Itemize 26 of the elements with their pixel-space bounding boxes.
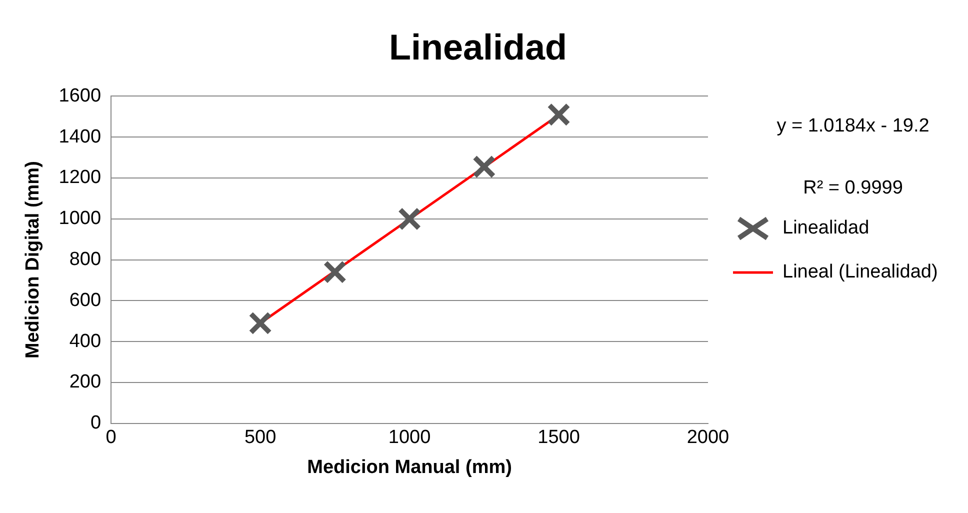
y-tick-label: 200 [69,372,102,393]
legend-label: Linealidad [782,218,870,239]
x-tick-label: 0 [106,427,116,448]
y-tick-label: 800 [69,249,102,270]
point [547,102,570,126]
x-tick-label: 1500 [538,427,580,448]
text: y = 1.0184x - 19.2 [776,115,930,136]
legend-label: Lineal (Linealidad) [782,262,938,283]
x-tick-label: 500 [244,427,276,448]
text: R² = 0.9999 [803,177,903,198]
point [323,260,347,284]
y-axis-title: Medicion Digital (mm) [22,161,44,359]
point [472,155,496,178]
point [248,312,272,335]
y-tick-label: 1200 [58,167,102,188]
chart-title: Linealidad [388,26,568,68]
x-tick-label: 2000 [686,427,730,448]
y-tick-label: 600 [69,290,102,311]
point [398,207,422,231]
x-tick-label: 1000 [388,427,431,448]
y-tick-label: 1600 [58,85,102,106]
y-tick-label: 1400 [58,126,102,148]
y-tick-label: 400 [69,330,102,352]
x-axis-title: Medicion Manual (mm) [307,456,512,478]
y-tick-label: 1000 [58,208,102,230]
y-tick-label: 0 [90,412,102,434]
